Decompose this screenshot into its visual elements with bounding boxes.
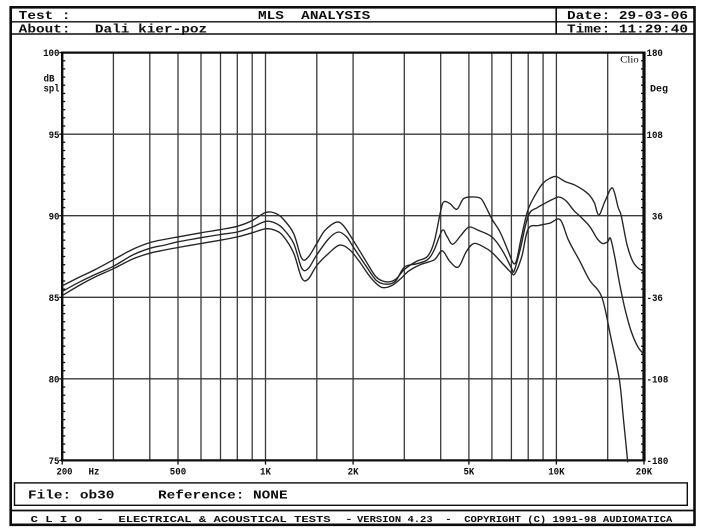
svg-text:108: 108 xyxy=(647,131,663,142)
svg-text:36: 36 xyxy=(652,212,663,223)
svg-text:File: ob30: File: ob30 xyxy=(28,490,115,503)
svg-text:180: 180 xyxy=(647,49,663,60)
svg-text:5K: 5K xyxy=(463,467,474,478)
svg-text:75: 75 xyxy=(49,457,60,468)
svg-text:spl: spl xyxy=(44,84,60,96)
svg-text:MLS: MLS xyxy=(258,10,284,23)
svg-text:200: 200 xyxy=(57,467,73,478)
svg-text:500: 500 xyxy=(170,467,186,478)
svg-text:dB: dB xyxy=(44,74,55,86)
svg-text:-180: -180 xyxy=(647,457,669,468)
svg-text:100: 100 xyxy=(43,49,59,60)
svg-text:Hz: Hz xyxy=(89,467,100,478)
svg-text:Dali kier-poz: Dali kier-poz xyxy=(95,24,207,37)
svg-text:C L I O - ELECTRICAL & ACOUS: C L I O - ELECTRICAL & ACOUSTICAL TESTS … xyxy=(31,514,353,525)
svg-text:90: 90 xyxy=(49,212,60,223)
svg-text:95: 95 xyxy=(49,131,60,142)
svg-text:About:: About: xyxy=(19,24,71,37)
svg-text:Reference: NONE: Reference: NONE xyxy=(158,490,288,503)
svg-text:-36: -36 xyxy=(647,294,663,305)
svg-text:Test :: Test : xyxy=(19,10,71,23)
svg-text:Deg: Deg xyxy=(650,85,668,96)
svg-text:Clio: Clio xyxy=(620,56,639,66)
svg-text:2K: 2K xyxy=(348,467,359,478)
svg-text:VERSION 4.23 - COPYRIGHT (C): VERSION 4.23 - COPYRIGHT (C) 1991-98 AUD… xyxy=(357,514,673,525)
svg-text:1K: 1K xyxy=(260,467,271,478)
svg-text:10K: 10K xyxy=(548,467,564,478)
svg-text:ANALYSIS: ANALYSIS xyxy=(301,10,370,23)
svg-text:Date: 29-03-06: Date: 29-03-06 xyxy=(567,10,688,23)
svg-text:-108: -108 xyxy=(647,375,669,386)
svg-text:85: 85 xyxy=(49,294,60,305)
svg-text:80: 80 xyxy=(49,375,60,386)
svg-text:Time: 11:29:40: Time: 11:29:40 xyxy=(567,24,688,37)
svg-text:20K: 20K xyxy=(636,467,652,478)
